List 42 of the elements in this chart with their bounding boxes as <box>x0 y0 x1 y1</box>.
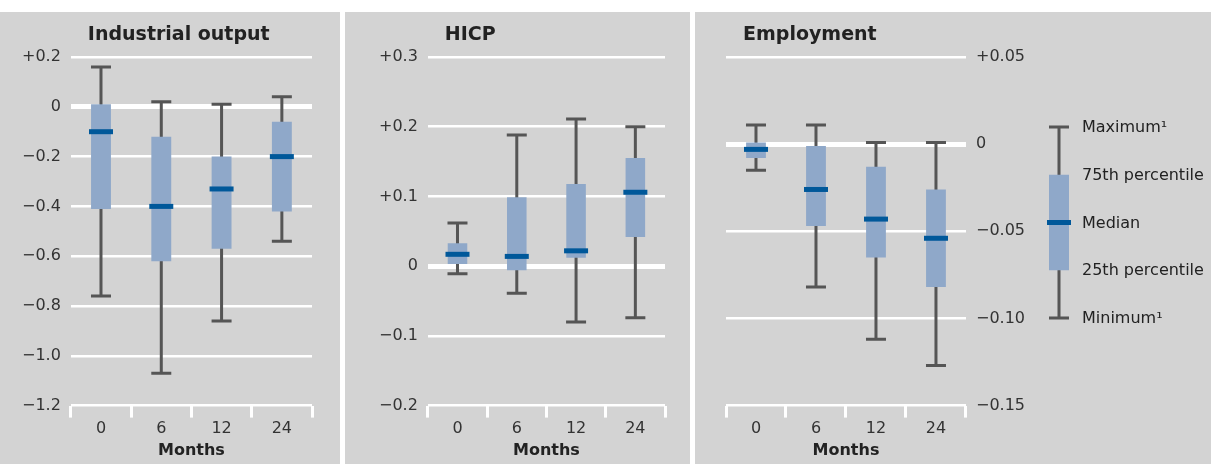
y-tick-label: −0.2 <box>21 145 61 165</box>
text: 75th percentile <box>1082 164 1204 184</box>
x-tick-label: 12 <box>211 418 232 438</box>
y-tick-label: −1.0 <box>21 344 61 364</box>
y-tick-label: −0.2 <box>378 394 418 414</box>
x-tick-label: 24 <box>925 418 947 438</box>
text: Minimum¹ <box>1082 308 1163 327</box>
x-tick-label: 24 <box>271 418 293 438</box>
x-axis-title: Months <box>812 439 880 459</box>
chart-title: Industrial output <box>87 22 270 44</box>
y-tick-label: +0.3 <box>378 46 418 66</box>
x-tick-label: 24 <box>625 418 646 438</box>
x-axis-title: Months <box>157 439 225 459</box>
y-tick-label: +0.2 <box>378 115 418 135</box>
y-tick-label: 0 <box>975 133 987 153</box>
y-tick-label: −0.1 <box>378 325 418 345</box>
y-tick-label: −0.6 <box>21 245 61 265</box>
y-tick-label: −0.10 <box>975 307 1025 327</box>
y-tick-label: 0 <box>50 95 61 115</box>
y-tick-label: −0.05 <box>975 220 1025 240</box>
y-tick-label: −0.8 <box>21 295 61 315</box>
y-tick-label: 0 <box>407 255 418 275</box>
x-tick-label: 6 <box>156 418 167 438</box>
x-tick-label: 12 <box>565 418 587 438</box>
y-tick-label: +0.05 <box>975 46 1025 66</box>
y-tick-label: −0.15 <box>975 394 1025 414</box>
y-tick-label: +0.2 <box>21 46 61 66</box>
chart-title: Employment <box>743 22 877 44</box>
x-tick-label: 12 <box>865 418 887 438</box>
x-tick-label: 0 <box>750 418 762 438</box>
chart-title: HICP <box>444 22 496 44</box>
x-tick-label: 6 <box>511 418 522 438</box>
y-tick-label: −0.4 <box>21 195 61 215</box>
x-axis-title: Months <box>512 439 580 459</box>
x-tick-label: 0 <box>452 418 463 438</box>
text: Median <box>1082 212 1141 232</box>
text: Maximum¹ <box>1082 117 1168 136</box>
text: 25th percentile <box>1082 260 1204 280</box>
x-tick-label: 6 <box>810 418 822 438</box>
y-tick-label: +0.1 <box>378 185 418 205</box>
y-tick-label: −1.2 <box>21 394 61 414</box>
x-tick-label: 0 <box>95 418 107 438</box>
